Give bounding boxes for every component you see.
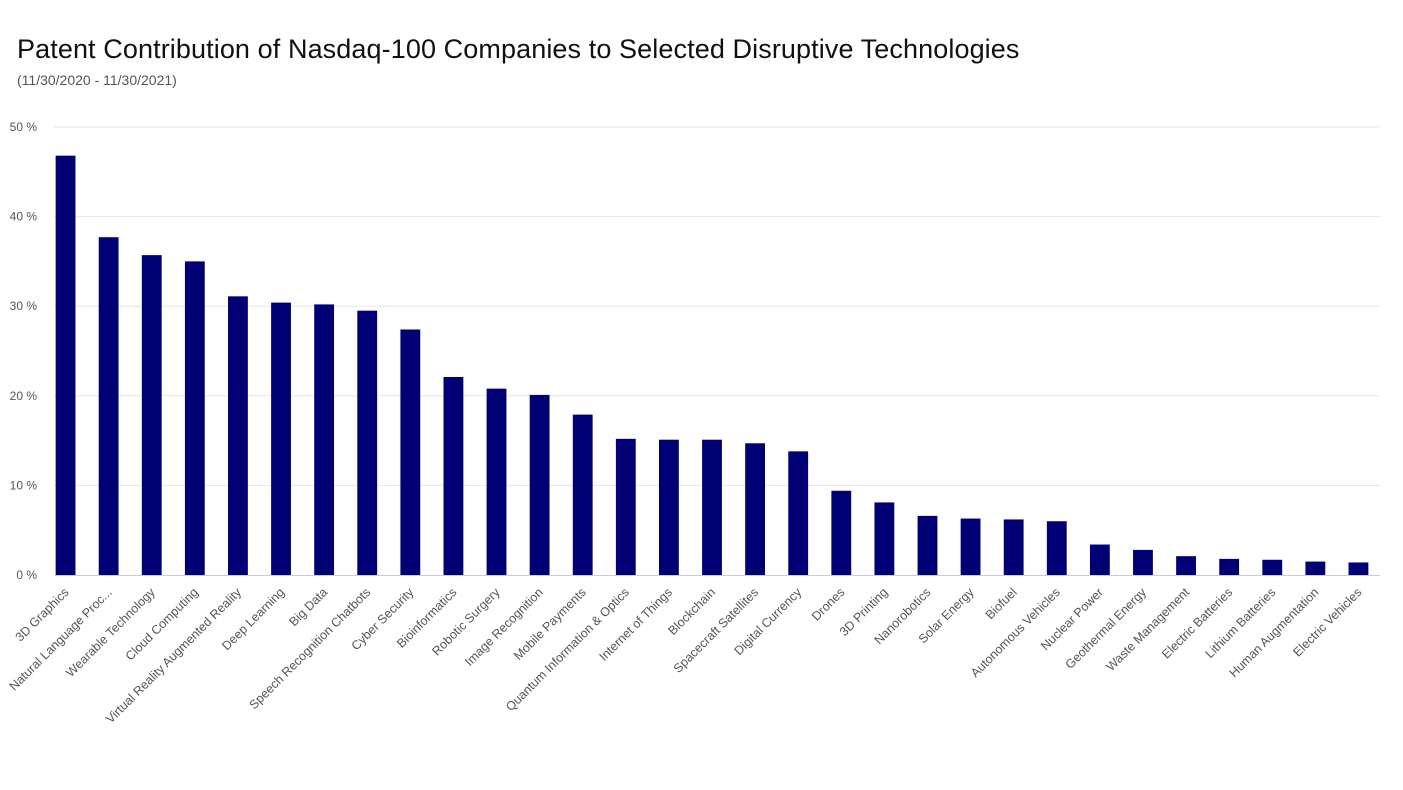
bar [98,237,119,575]
bar [141,255,162,576]
bar [745,443,766,575]
bar [357,310,378,575]
bar [1348,562,1369,575]
x-tick-label: Drones [809,585,847,623]
chart-title: Patent Contribution of Nasdaq-100 Compan… [17,34,1020,64]
bar [1176,556,1196,575]
bar [1219,558,1240,575]
y-tick-label: 10 % [10,478,38,492]
y-axis-ticks: 0 % 10 % 20 % 30 % 40 % 50 % [10,120,38,582]
y-tick-label: 40 % [10,210,38,224]
bar [658,439,679,575]
bar [615,438,636,575]
bar [184,261,205,575]
bar [486,388,507,575]
bar [702,439,722,575]
bar [1133,549,1153,575]
x-tick-label: Big Data [286,585,330,629]
y-tick-label: 20 % [10,389,38,403]
bar [831,490,852,575]
x-tick-label: Biofuel [983,585,1020,622]
x-tick-label: Geothermal Energy [1063,585,1150,672]
bar [228,296,248,575]
bar [400,329,421,575]
bar [314,304,335,575]
x-tick-label: Image Recognition [462,585,546,669]
x-tick-label: Spacecraft Satellites [671,585,761,675]
x-tick-label: Internet of Things [596,585,675,664]
y-tick-label: 0 % [16,568,37,582]
bar [960,518,981,575]
bar [917,515,938,575]
y-tick-label: 50 % [10,120,38,134]
bar [55,155,76,575]
x-tick-label: Waste Management [1104,585,1193,674]
bar [874,502,895,575]
bar [271,302,291,575]
bar [1089,544,1110,575]
bar [1046,521,1067,575]
bars [55,155,1369,576]
chart-subtitle: (11/30/2020 - 11/30/2021) [17,72,177,88]
bar [1262,559,1283,575]
bar [788,451,809,575]
bar [572,414,593,575]
gridlines [54,126,1380,486]
bar [1003,519,1024,575]
x-tick-label: Cloud Computing [123,585,201,663]
bar [1305,561,1326,575]
bar [443,376,464,575]
bar [529,394,550,575]
y-tick-label: 30 % [10,299,38,313]
